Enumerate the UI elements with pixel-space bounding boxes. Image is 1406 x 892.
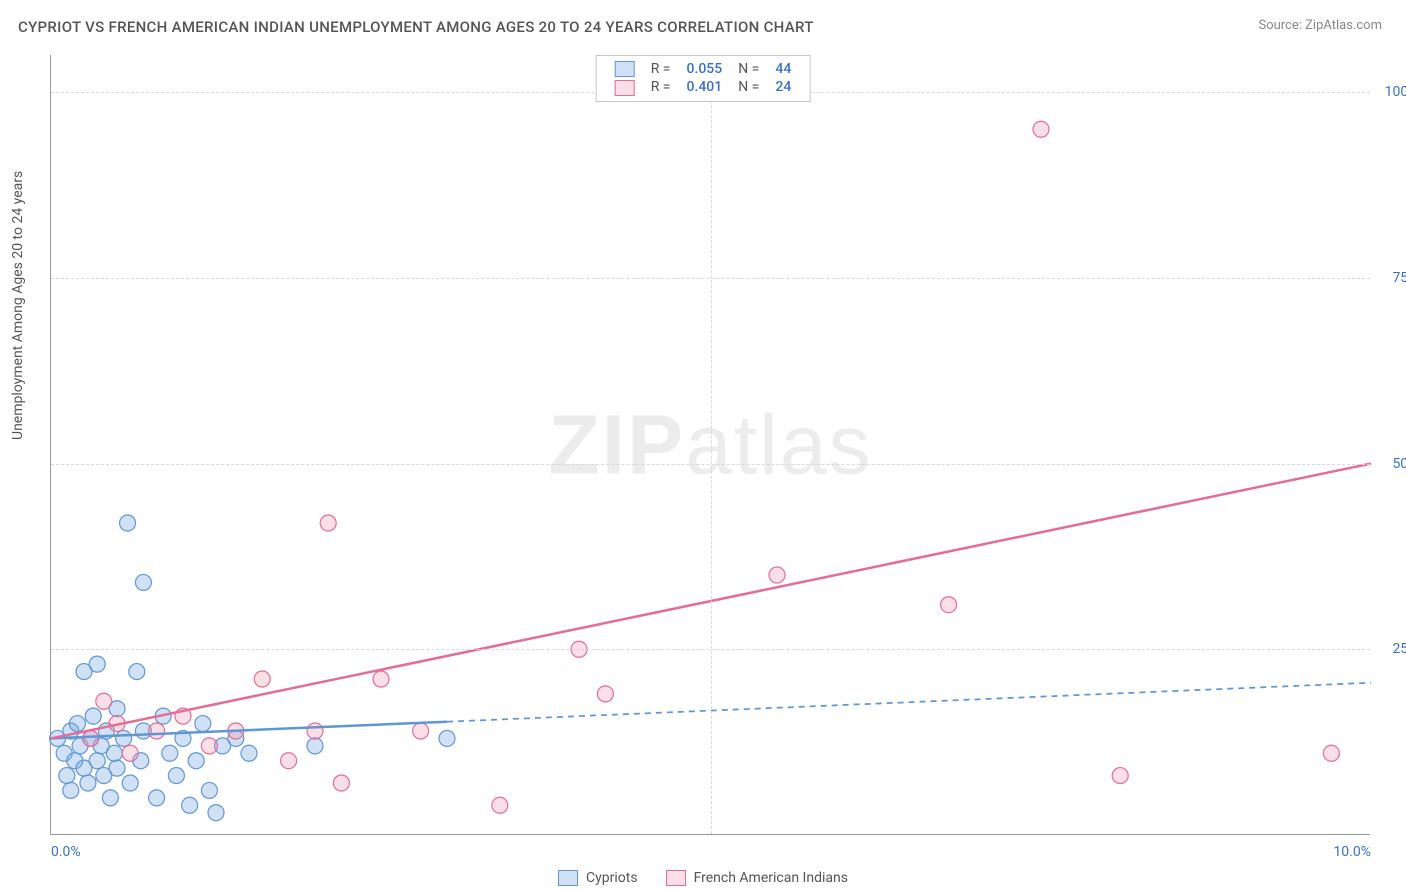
ytick-label: 100.0%: [1375, 84, 1406, 100]
scatter-point: [89, 753, 105, 769]
trend-line-dashed: [447, 683, 1371, 722]
scatter-point: [63, 782, 79, 798]
legend-row-french: R = 0.401 N = 24: [607, 78, 800, 96]
scatter-point: [254, 671, 270, 687]
legend-table: R = 0.055 N = 44 R = 0.401 N = 24: [607, 60, 800, 97]
legend-item-cypriots: Cypriots: [558, 870, 638, 886]
source-prefix: Source:: [1258, 18, 1305, 33]
scatter-point: [149, 790, 165, 806]
source-attribution: Source: ZipAtlas.com: [1258, 18, 1382, 33]
gridline-v: [711, 55, 712, 834]
scatter-point: [1033, 121, 1049, 137]
scatter-point: [102, 790, 118, 806]
n-value-cypriots: 44: [767, 60, 799, 78]
ytick-label: 25.0%: [1375, 641, 1406, 657]
scatter-point: [307, 723, 323, 739]
scatter-point: [769, 567, 785, 583]
scatter-point: [195, 716, 211, 732]
scatter-point: [182, 797, 198, 813]
legend-item-french: French American Indians: [666, 870, 848, 886]
scatter-point: [162, 745, 178, 761]
scatter-point: [122, 775, 138, 791]
scatter-point: [149, 723, 165, 739]
ytick-label: 75.0%: [1375, 270, 1406, 286]
scatter-point: [241, 745, 257, 761]
scatter-point: [106, 745, 122, 761]
scatter-point: [413, 723, 429, 739]
r-label: R =: [643, 78, 679, 96]
legend-row-cypriots: R = 0.055 N = 44: [607, 60, 800, 78]
scatter-point: [85, 708, 101, 724]
scatter-point: [109, 760, 125, 776]
correlation-legend: R = 0.055 N = 44 R = 0.401 N = 24: [596, 55, 811, 102]
chart-title: CYPRIOT VS FRENCH AMERICAN INDIAN UNEMPL…: [18, 18, 814, 36]
swatch-cypriots: [558, 870, 578, 886]
scatter-point: [89, 656, 105, 672]
scatter-point: [373, 671, 389, 687]
scatter-point: [168, 768, 184, 784]
scatter-point: [96, 693, 112, 709]
scatter-point: [80, 775, 96, 791]
scatter-point: [129, 664, 145, 680]
plot-area: ZIPatlas 25.0%50.0%75.0%100.0%0.0%10.0%: [50, 55, 1370, 835]
ytick-label: 50.0%: [1375, 456, 1406, 472]
scatter-point: [1323, 745, 1339, 761]
series-legend: Cypriots French American Indians: [558, 870, 848, 886]
scatter-point: [597, 686, 613, 702]
scatter-point: [201, 782, 217, 798]
scatter-point: [439, 730, 455, 746]
swatch-french: [615, 80, 635, 96]
scatter-point: [120, 515, 136, 531]
scatter-point: [59, 768, 75, 784]
scatter-point: [116, 730, 132, 746]
r-value-french: 0.401: [679, 78, 731, 96]
legend-label-french: French American Indians: [694, 870, 848, 886]
scatter-point: [941, 597, 957, 613]
scatter-point: [492, 797, 508, 813]
source-link[interactable]: ZipAtlas.com: [1305, 18, 1382, 33]
n-label: N =: [730, 60, 767, 78]
scatter-point: [1112, 768, 1128, 784]
scatter-point: [201, 738, 217, 754]
y-axis-label: Unemployment Among Ages 20 to 24 years: [10, 171, 26, 440]
scatter-point: [333, 775, 349, 791]
legend-label-cypriots: Cypriots: [586, 870, 638, 886]
n-label: N =: [730, 78, 767, 96]
scatter-point: [208, 805, 224, 821]
r-value-cypriots: 0.055: [679, 60, 731, 78]
xtick-label: 0.0%: [51, 844, 81, 860]
scatter-point: [320, 515, 336, 531]
r-label: R =: [643, 60, 679, 78]
swatch-french: [666, 870, 686, 886]
scatter-point: [188, 753, 204, 769]
scatter-point: [122, 745, 138, 761]
scatter-point: [83, 730, 99, 746]
scatter-point: [281, 753, 297, 769]
scatter-point: [69, 716, 85, 732]
scatter-point: [307, 738, 323, 754]
swatch-cypriots: [615, 61, 635, 77]
xtick-label: 10.0%: [1333, 844, 1371, 860]
scatter-point: [135, 574, 151, 590]
n-value-french: 24: [767, 78, 799, 96]
